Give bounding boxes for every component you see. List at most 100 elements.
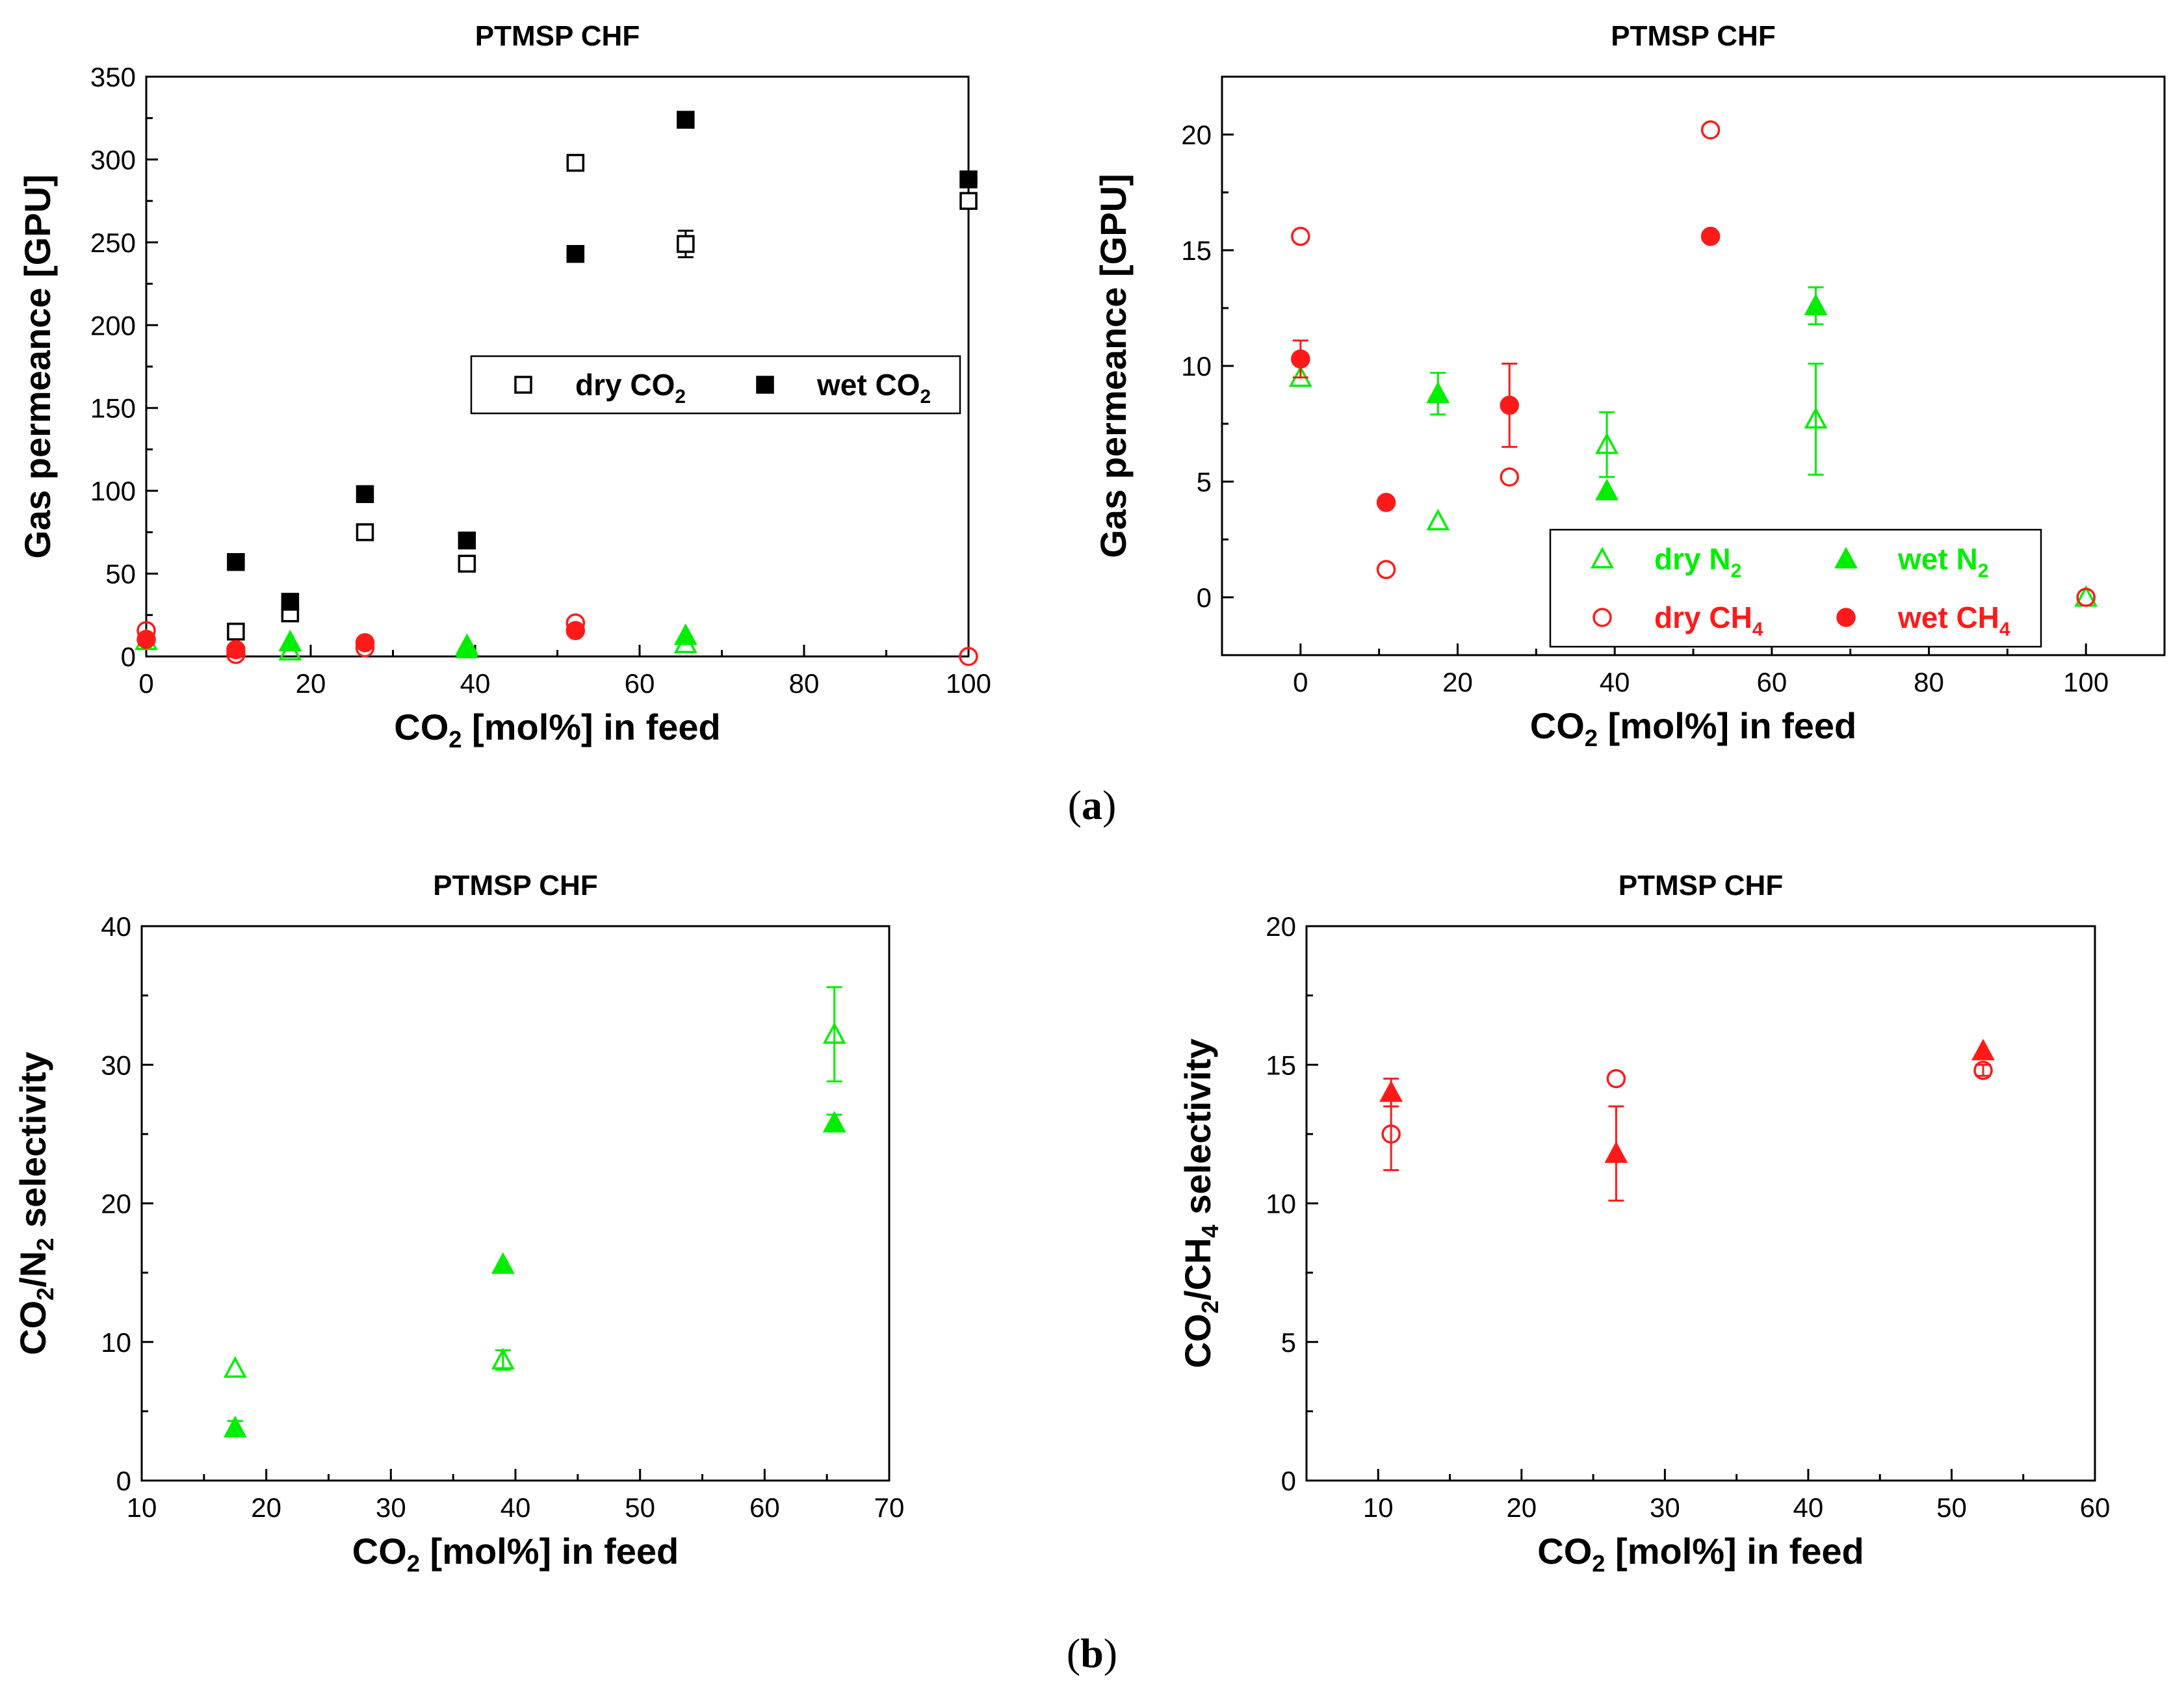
data-point: [959, 192, 978, 210]
plot-frame: [140, 925, 890, 1482]
data-point: [1606, 1069, 1626, 1089]
legend-marker: [1834, 547, 1858, 569]
data-point: [458, 554, 476, 573]
data-point: [1804, 293, 1828, 315]
y-axis-label: Gas permeance [GPU]: [1093, 174, 1134, 558]
x-tick-label: 40: [500, 1492, 531, 1523]
y-tick-label: 350: [90, 62, 136, 92]
y-axis-label: Gas permeance [GPU]: [17, 174, 58, 558]
x-tick-label: 100: [2063, 667, 2109, 697]
data-point: [227, 552, 245, 571]
x-tick-label: 50: [625, 1492, 655, 1523]
data-point: [1595, 432, 1619, 454]
x-tick-label: 100: [946, 668, 991, 699]
data-point: [1291, 349, 1310, 369]
x-tick-label: 10: [127, 1492, 157, 1523]
data-point: [2076, 588, 2096, 607]
y-tick-label: 10: [1181, 351, 1212, 382]
data-point: [1379, 1080, 1403, 1102]
data-point: [566, 153, 585, 172]
y-tick-label: 0: [1281, 1466, 1296, 1496]
chart-title: PTMSP CHF: [1618, 870, 1783, 901]
data-point: [455, 636, 479, 658]
data-point: [136, 629, 156, 649]
series-wet-n2: [1426, 286, 1828, 500]
y-tick-label: 0: [1197, 582, 1212, 613]
legend-box: [470, 355, 961, 415]
legend-marker: [1591, 547, 1614, 569]
data-point: [673, 623, 697, 645]
x-tick-label: 60: [749, 1492, 780, 1523]
legend: dry N2 wet N2 dry CH4 wet CH4: [1549, 528, 2042, 648]
legend-marker: [756, 376, 774, 394]
data-point: [227, 623, 245, 641]
x-tick-label: 70: [874, 1492, 905, 1523]
legend-marker: [1836, 608, 1856, 627]
data-point: [1291, 226, 1310, 246]
y-tick-label: 10: [101, 1327, 131, 1358]
data-point: [677, 110, 695, 129]
data-point: [566, 244, 585, 263]
x-tick-label: 60: [2080, 1492, 2111, 1523]
y-tick-label: 20: [1266, 911, 1296, 942]
chart-title: PTMSP CHF: [475, 20, 640, 52]
y-tick-label: 150: [90, 393, 136, 424]
x-tick-label: 20: [1442, 667, 1473, 697]
series-wet-co2-n2: [223, 1111, 846, 1438]
data-point: [1376, 493, 1396, 512]
data-point: [278, 629, 302, 652]
data-point: [1973, 1061, 1993, 1080]
legend-label: wet N2: [1897, 542, 1988, 582]
data-point: [356, 523, 374, 541]
x-axis-label: CO2 [mol%] in feed: [1537, 1531, 1864, 1577]
legend-label: dry N2: [1654, 542, 1741, 582]
y-tick-label: 20: [1181, 120, 1212, 150]
x-tick-label: 20: [1506, 1492, 1537, 1523]
data-point: [355, 633, 375, 653]
data-point: [223, 1416, 247, 1438]
legend-label: wet CO2: [816, 368, 931, 408]
chart-a-right: PTMSP CHF 0 20 40 60 80 100 0 5 10 15 20 CO2 [mol%] …: [1093, 20, 2166, 751]
series-wet-co2: [227, 110, 978, 611]
y-tick-label: 5: [1197, 467, 1212, 497]
x-tick-label: 20: [251, 1492, 281, 1523]
data-point: [1595, 478, 1619, 500]
panel-label-a: (a): [1068, 782, 1117, 828]
legend-box: [1549, 528, 2042, 648]
x-axis-label: CO2 [mol%] in feed: [352, 1531, 679, 1577]
chart-title: PTMSP CHF: [1611, 20, 1775, 52]
chart-title: PTMSP CHF: [433, 870, 597, 901]
data-point: [1500, 395, 1519, 415]
y-tick-label: 30: [101, 1050, 131, 1080]
legend-marker: [1592, 608, 1612, 627]
y-tick-label: 15: [1266, 1050, 1296, 1080]
x-tick-label: 80: [1914, 667, 1944, 697]
plot-frame: [1305, 925, 2096, 1482]
data-point: [1500, 467, 1519, 487]
x-tick-label: 40: [1600, 667, 1630, 697]
x-tick-label: 50: [1936, 1492, 1967, 1523]
series-wet-ch4: [136, 621, 586, 660]
data-point: [1381, 1124, 1401, 1144]
data-point: [223, 1356, 247, 1378]
data-point: [491, 1347, 515, 1369]
y-tick-label: 100: [90, 476, 136, 506]
data-point: [566, 621, 586, 640]
legend: dry CO2 wet CO2: [470, 355, 961, 415]
series-dry-co2-n2: [223, 986, 846, 1378]
data-point: [959, 170, 978, 188]
x-tick-label: 40: [1793, 1492, 1824, 1523]
series-wet-co2-ch4: [1379, 1039, 1995, 1202]
y-tick-label: 40: [101, 911, 131, 942]
y-tick-label: 50: [105, 559, 136, 589]
data-point: [1700, 226, 1721, 246]
panel-label-b: (b): [1067, 1630, 1117, 1676]
y-axis-label: CO2/N2 selectivity: [12, 1052, 58, 1355]
x-tick-label: 40: [460, 668, 491, 699]
y-tick-label: 20: [101, 1189, 131, 1219]
series-dry-ch4: [1291, 120, 2096, 607]
y-tick-label: 15: [1181, 235, 1212, 266]
legend-label: dry CH4: [1654, 601, 1763, 640]
